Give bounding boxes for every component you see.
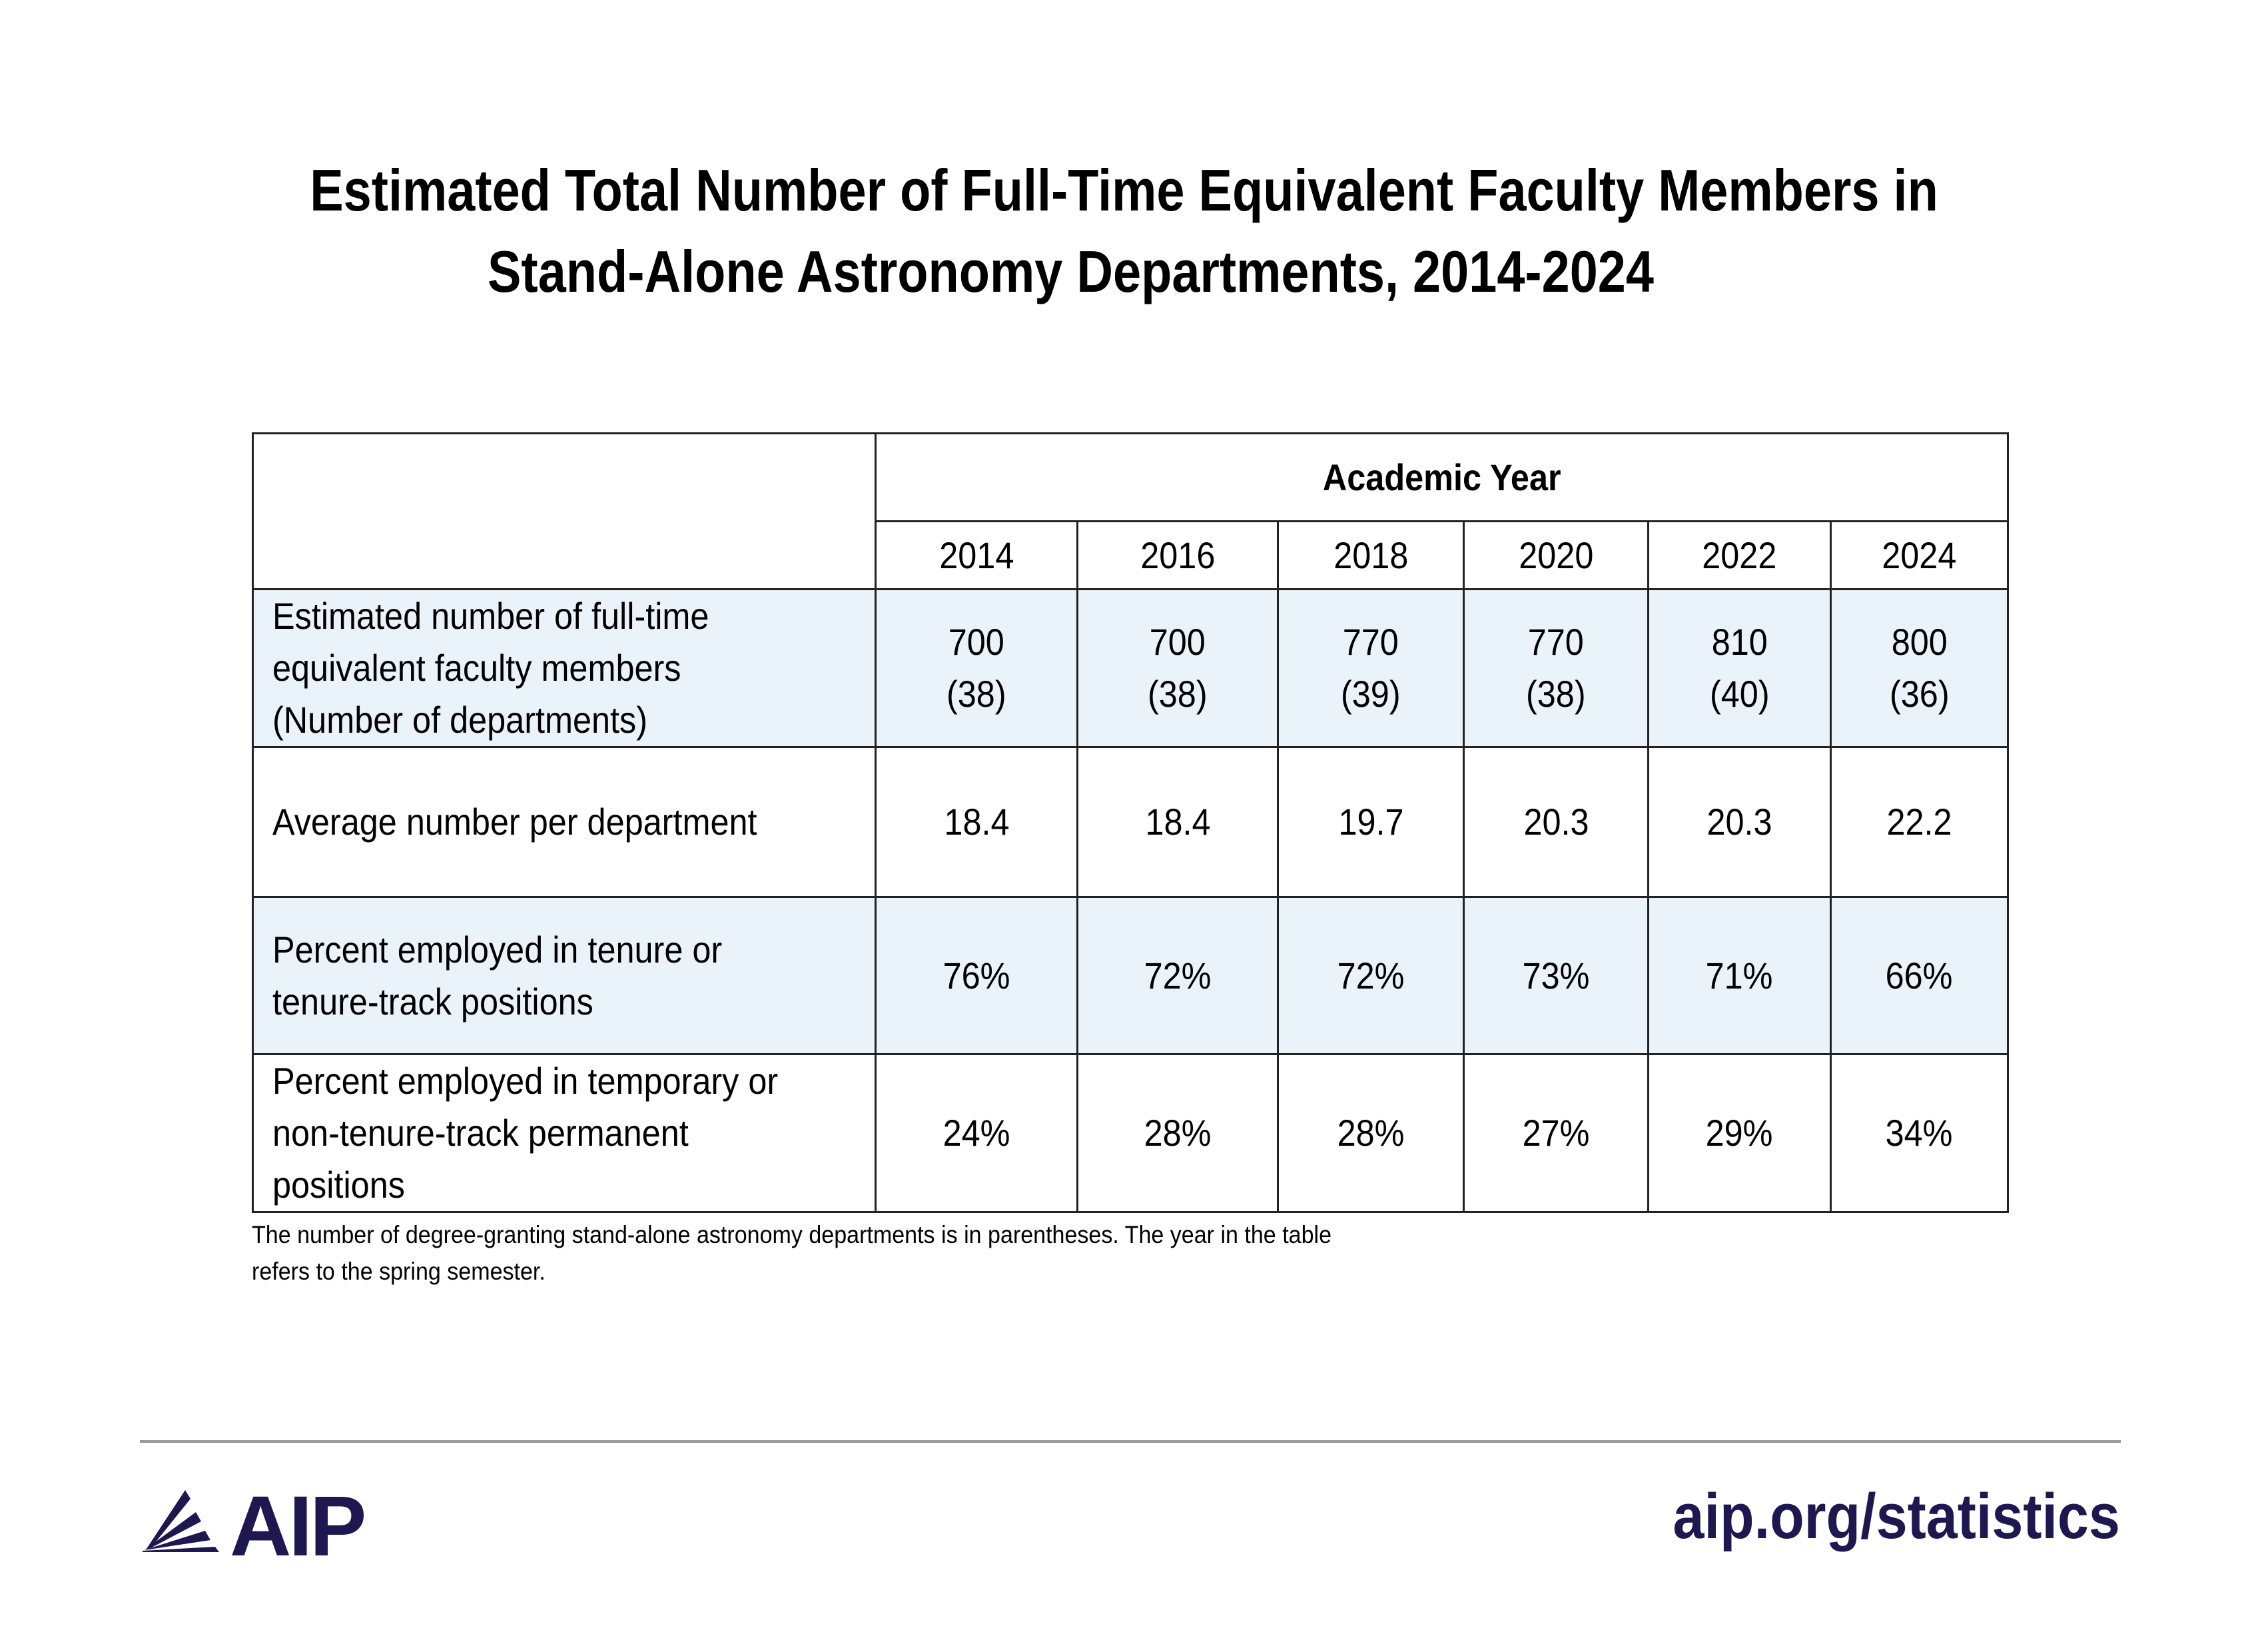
cell-value: 24% bbox=[942, 1112, 1010, 1154]
row-label-line: Average number per department bbox=[272, 801, 757, 843]
row-label-line: Percent employed in temporary or bbox=[272, 1060, 779, 1102]
aip-logo: AIP bbox=[230, 1479, 366, 1574]
cell-value: 19.7 bbox=[1337, 801, 1404, 843]
table-cell: 24% bbox=[875, 1053, 1078, 1213]
table-row: Average number per department 18.4 18.4 19.… bbox=[252, 746, 2010, 898]
row-label: Percent employed in tenure or tenure-trac… bbox=[252, 896, 877, 1055]
year-header-2024: 2024 bbox=[1829, 520, 2010, 590]
table-cell: 73% bbox=[1463, 896, 1649, 1055]
year-header-2014: 2014 bbox=[875, 520, 1078, 590]
cell-value: 73% bbox=[1522, 954, 1590, 997]
row-label: Percent employed in temporary or non-tenu… bbox=[252, 1053, 877, 1213]
table-cell: 29% bbox=[1647, 1053, 1832, 1213]
academic-year-header: Academic Year bbox=[874, 432, 2010, 522]
table-cell: 770 (39) bbox=[1277, 588, 1465, 748]
cell-value: 770 bbox=[1342, 621, 1399, 663]
footnote-line-2: refers to the spring semester. bbox=[252, 1258, 546, 1285]
footnote: The number of degree-granting stand-alon… bbox=[252, 1216, 1584, 1290]
row-label-line: positions bbox=[272, 1164, 405, 1206]
cell-value: 20.3 bbox=[1523, 801, 1589, 843]
year-header-2016: 2016 bbox=[1076, 520, 1279, 590]
row-label: Estimated number of full-time equivalent … bbox=[252, 588, 877, 748]
table-cell: 19.7 bbox=[1277, 746, 1465, 898]
cell-value: (40) bbox=[1709, 673, 1770, 715]
table-cell: 22.2 bbox=[1829, 746, 2010, 898]
table-cell: 34% bbox=[1829, 1053, 2010, 1213]
row-label-line: tenure-track positions bbox=[272, 980, 593, 1023]
cell-value: (38) bbox=[946, 673, 1006, 715]
cell-value: 810 bbox=[1711, 621, 1768, 663]
faculty-table: Academic Year 2014 2016 2018 2020 2022 2024 E… bbox=[252, 432, 2010, 1213]
table-cell: 700 (38) bbox=[1076, 588, 1279, 748]
table-row: Percent employed in temporary or non-tenu… bbox=[252, 1053, 2010, 1213]
cell-value: 700 bbox=[1149, 621, 1206, 663]
row-label-line: Percent employed in tenure or bbox=[272, 928, 723, 971]
cell-value: 800 bbox=[1891, 621, 1948, 663]
table-cell: 20.3 bbox=[1463, 746, 1649, 898]
cell-value: 20.3 bbox=[1706, 801, 1772, 843]
title-line-1: Estimated Total Number of Full-Time Equi… bbox=[310, 157, 1938, 223]
cell-value: 27% bbox=[1522, 1112, 1590, 1154]
table-cell: 28% bbox=[1277, 1053, 1465, 1213]
table-cell: 72% bbox=[1076, 896, 1279, 1055]
cell-value: 29% bbox=[1706, 1112, 1773, 1154]
cell-value: 71% bbox=[1706, 954, 1773, 997]
cell-value: (38) bbox=[1148, 673, 1208, 715]
table-cell: 76% bbox=[875, 896, 1078, 1055]
cell-value: 28% bbox=[1337, 1112, 1405, 1154]
row-label: Average number per department bbox=[252, 746, 877, 898]
table-cell: 71% bbox=[1647, 896, 1832, 1055]
cell-value: (39) bbox=[1341, 673, 1401, 715]
page-title: Estimated Total Number of Full-Time Equi… bbox=[0, 150, 2248, 312]
cell-value: 76% bbox=[942, 954, 1010, 997]
table-cell: 770 (38) bbox=[1463, 588, 1649, 748]
statistics-url[interactable]: aip.org/statistics bbox=[1673, 1481, 2120, 1552]
table-cell: 72% bbox=[1277, 896, 1465, 1055]
year-header-2018: 2018 bbox=[1277, 520, 1465, 590]
year-header-2020: 2020 bbox=[1463, 520, 1649, 590]
row-label-line: non-tenure-track permanent bbox=[272, 1112, 689, 1154]
table-cell: 800 (36) bbox=[1829, 588, 2010, 748]
cell-value: 66% bbox=[1886, 954, 1953, 997]
cell-value: 28% bbox=[1144, 1112, 1212, 1154]
footer-divider bbox=[140, 1440, 2121, 1443]
footnote-line-1: The number of degree-granting stand-alon… bbox=[252, 1221, 1332, 1248]
cell-value: 72% bbox=[1144, 954, 1212, 997]
cell-value: (38) bbox=[1526, 673, 1586, 715]
cell-value: 18.4 bbox=[1144, 801, 1211, 843]
cell-value: 700 bbox=[948, 621, 1005, 663]
row-label-line: (Number of departments) bbox=[272, 699, 648, 741]
year-header-row: 2014 2016 2018 2020 2022 2024 bbox=[253, 520, 2010, 590]
corner-cell bbox=[252, 432, 877, 590]
table-cell: 810 (40) bbox=[1647, 588, 1832, 748]
table-row: Estimated number of full-time equivalent … bbox=[252, 588, 2010, 748]
table-cell: 28% bbox=[1076, 1053, 1279, 1213]
table-cell: 27% bbox=[1463, 1053, 1649, 1213]
row-label-line: equivalent faculty members bbox=[272, 647, 681, 689]
cell-value: 770 bbox=[1527, 621, 1585, 663]
table-cell: 20.3 bbox=[1647, 746, 1832, 898]
cell-value: 18.4 bbox=[943, 801, 1010, 843]
row-label-line: Estimated number of full-time bbox=[272, 595, 709, 637]
table-row: Percent employed in tenure or tenure-trac… bbox=[252, 896, 2010, 1055]
cell-value: 22.2 bbox=[1886, 801, 1952, 843]
table-cell: 18.4 bbox=[875, 746, 1078, 898]
table-cell: 18.4 bbox=[1076, 746, 1279, 898]
year-header-2022: 2022 bbox=[1647, 520, 1832, 590]
aip-logo-rays-icon bbox=[143, 1490, 219, 1552]
table-cell: 700 (38) bbox=[875, 588, 1078, 748]
title-line-2: Stand-Alone Astronomy Departments, 2014-… bbox=[488, 238, 1654, 304]
cell-value: 72% bbox=[1337, 954, 1405, 997]
cell-value: (36) bbox=[1889, 673, 1950, 715]
cell-value: 34% bbox=[1886, 1112, 1953, 1154]
table-cell: 66% bbox=[1829, 896, 2010, 1055]
